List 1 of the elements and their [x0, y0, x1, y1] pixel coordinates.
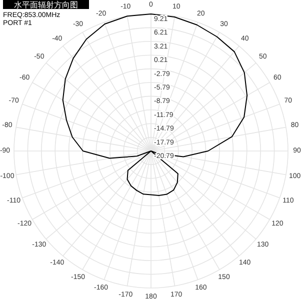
chart-title: 水平面辐射方向图	[14, 0, 78, 10]
